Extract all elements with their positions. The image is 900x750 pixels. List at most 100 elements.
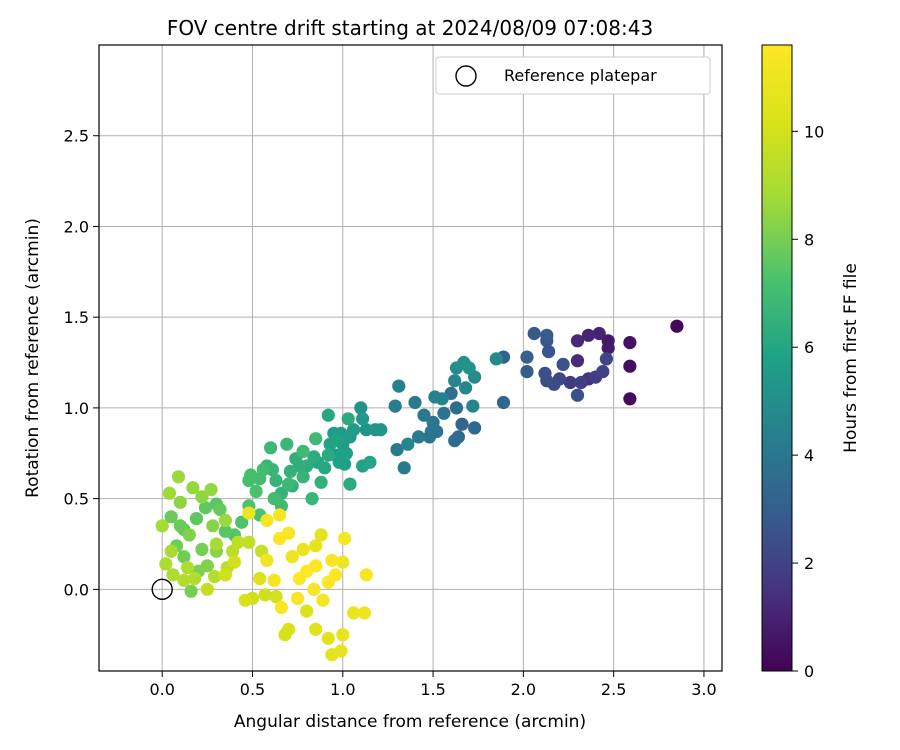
data-point bbox=[198, 501, 213, 515]
data-point bbox=[309, 432, 323, 446]
data-point bbox=[397, 461, 411, 475]
data-point bbox=[325, 553, 339, 567]
data-point bbox=[213, 502, 227, 517]
data-point bbox=[200, 559, 214, 573]
data-point bbox=[374, 423, 388, 437]
data-point bbox=[321, 408, 335, 422]
data-point bbox=[570, 388, 585, 402]
plot-frame bbox=[98, 44, 723, 672]
data-point bbox=[540, 328, 554, 342]
data-point bbox=[260, 553, 274, 567]
data-point bbox=[599, 352, 614, 366]
legend-box bbox=[435, 56, 711, 95]
data-point bbox=[520, 350, 534, 364]
data-point bbox=[596, 365, 610, 379]
data-point bbox=[449, 401, 464, 415]
data-point bbox=[581, 328, 596, 342]
x-tick-label: 1.0 bbox=[330, 680, 355, 699]
data-point bbox=[570, 334, 585, 348]
y-axis-label: Rotation from reference (arcmin) bbox=[23, 218, 43, 498]
data-point bbox=[336, 628, 350, 642]
data-point bbox=[563, 375, 577, 390]
data-point bbox=[300, 604, 314, 618]
data-point bbox=[282, 622, 296, 636]
data-point bbox=[218, 513, 232, 528]
data-point bbox=[189, 511, 204, 526]
data-point bbox=[256, 463, 270, 477]
data-point bbox=[269, 590, 283, 604]
data-point bbox=[321, 631, 335, 645]
data-point bbox=[401, 437, 415, 451]
data-point bbox=[267, 573, 281, 587]
data-point bbox=[623, 392, 637, 406]
x-tick-label: 1.5 bbox=[420, 680, 445, 699]
colorbar-tick-label: 4 bbox=[804, 446, 814, 465]
data-point bbox=[542, 345, 556, 359]
colorbar-tick-label: 6 bbox=[804, 338, 814, 357]
data-point bbox=[274, 600, 288, 615]
data-point bbox=[570, 354, 585, 368]
data-point bbox=[330, 434, 344, 448]
data-point bbox=[242, 535, 256, 549]
data-point bbox=[195, 490, 209, 504]
data-point bbox=[267, 492, 281, 506]
data-point bbox=[159, 557, 173, 571]
data-point bbox=[166, 568, 180, 582]
data-point bbox=[343, 477, 357, 491]
data-point bbox=[242, 473, 256, 488]
data-point bbox=[426, 415, 440, 429]
data-point bbox=[435, 392, 449, 406]
data-point bbox=[264, 441, 278, 455]
y-tick-label: 2.0 bbox=[64, 217, 89, 236]
y-axis-ticks: 0.0 0.5 1.0 1.5 2.0 2.5 bbox=[64, 127, 99, 599]
data-point bbox=[249, 484, 263, 498]
data-point bbox=[388, 399, 402, 413]
colorbar-gradient bbox=[761, 44, 793, 672]
data-point bbox=[601, 341, 615, 355]
data-point bbox=[305, 492, 319, 506]
data-point bbox=[417, 408, 431, 422]
data-point bbox=[188, 571, 202, 586]
colorbar: 0 2 4 6 8 10 Hours from first FF file bbox=[761, 44, 861, 681]
data-point bbox=[195, 542, 209, 557]
data-point bbox=[314, 475, 328, 489]
y-tick-label: 2.5 bbox=[64, 127, 89, 146]
data-point bbox=[359, 568, 373, 582]
data-point bbox=[338, 531, 352, 546]
data-point bbox=[206, 519, 220, 533]
data-point bbox=[592, 326, 606, 341]
data-point bbox=[182, 528, 196, 542]
data-point bbox=[341, 412, 355, 426]
data-point bbox=[347, 606, 361, 620]
data-point bbox=[273, 531, 287, 546]
data-point bbox=[162, 486, 176, 500]
data-point bbox=[468, 421, 482, 435]
data-point bbox=[173, 495, 187, 509]
data-point bbox=[412, 430, 426, 444]
data-point bbox=[218, 568, 232, 582]
data-points bbox=[155, 319, 684, 662]
data-point bbox=[227, 555, 241, 569]
data-point bbox=[238, 593, 252, 607]
x-tick-label: 0.5 bbox=[240, 680, 265, 699]
x-axis-ticks: 0.0 0.5 1.0 1.5 2.0 2.5 3.0 bbox=[149, 671, 717, 699]
data-point bbox=[538, 366, 552, 380]
data-point bbox=[356, 412, 370, 426]
x-tick-label: 2.5 bbox=[601, 680, 626, 699]
data-point bbox=[392, 379, 406, 393]
data-point bbox=[296, 444, 310, 458]
y-tick-label: 0.0 bbox=[64, 580, 89, 599]
data-point bbox=[155, 519, 169, 533]
data-point bbox=[209, 537, 223, 551]
data-point bbox=[180, 561, 195, 575]
legend-label: Reference platepar bbox=[504, 66, 657, 85]
data-point bbox=[623, 336, 637, 350]
data-point bbox=[285, 550, 299, 564]
data-point bbox=[307, 450, 321, 464]
x-tick-label: 3.0 bbox=[691, 680, 716, 699]
data-point bbox=[204, 483, 218, 497]
data-point bbox=[448, 434, 462, 448]
data-point bbox=[334, 644, 348, 658]
colorbar-tick-label: 0 bbox=[804, 662, 814, 681]
